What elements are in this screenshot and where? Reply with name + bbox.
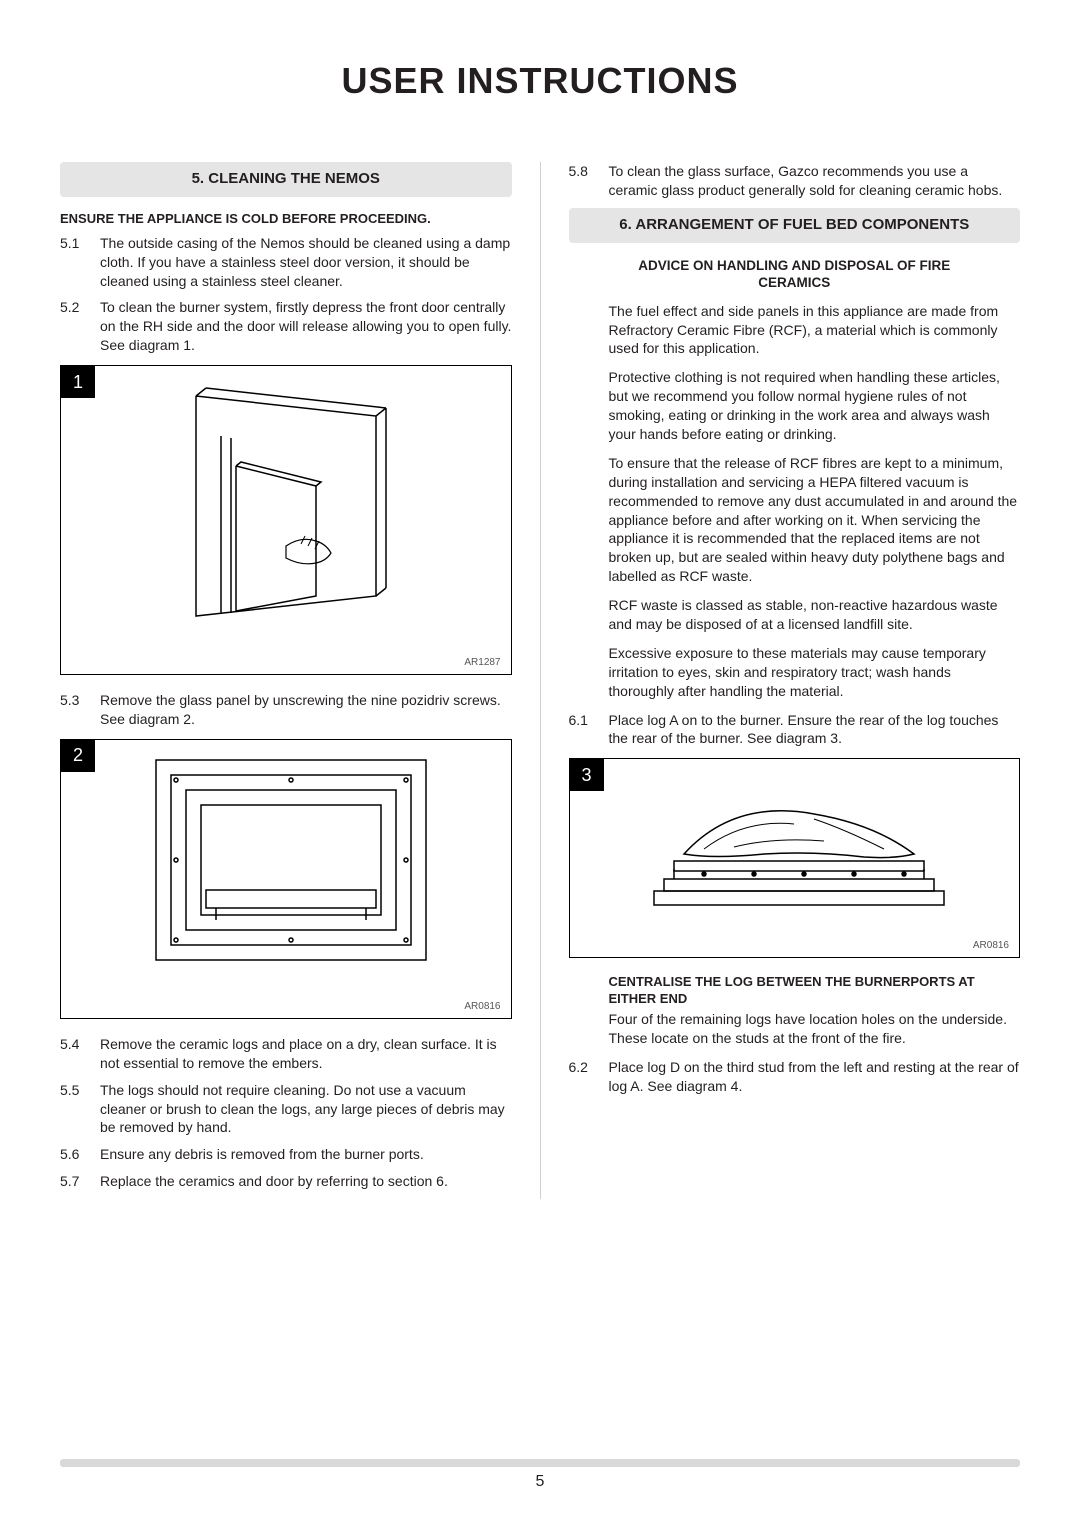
item-num: 5.7 — [60, 1172, 100, 1191]
item-num: 6.1 — [569, 711, 609, 749]
item-text: Replace the ceramics and door by referri… — [100, 1172, 512, 1191]
diagram-3-code: AR0816 — [973, 940, 1009, 951]
item-text: To clean the burner system, firstly depr… — [100, 298, 512, 355]
item-text: To clean the glass surface, Gazco recomm… — [609, 162, 1021, 200]
note-para: Four of the remaining logs have location… — [609, 1010, 1021, 1048]
page-title: USER INSTRUCTIONS — [60, 60, 1020, 102]
bottom-bar — [60, 1459, 1020, 1467]
item-text: The outside casing of the Nemos should b… — [100, 234, 512, 291]
item-text: The logs should not require cleaning. Do… — [100, 1081, 512, 1138]
item-5-7: 5.7 Replace the ceramics and door by ref… — [60, 1172, 512, 1191]
item-5-3: 5.3 Remove the glass panel by unscrewing… — [60, 691, 512, 729]
item-num: 5.4 — [60, 1035, 100, 1073]
diagram-1-code: AR1287 — [464, 657, 500, 668]
item-num: 5.2 — [60, 298, 100, 355]
item-text: Place log D on the third stud from the l… — [609, 1058, 1021, 1096]
left-column: 5. CLEANING THE NEMOS ENSURE THE APPLIAN… — [60, 162, 512, 1199]
item-5-8: 5.8 To clean the glass surface, Gazco re… — [569, 162, 1021, 200]
item-6-1: 6.1 Place log A on to the burner. Ensure… — [569, 711, 1021, 749]
column-divider — [540, 162, 541, 1199]
item-5-4: 5.4 Remove the ceramic logs and place on… — [60, 1035, 512, 1073]
item-6-2: 6.2 Place log D on the third stud from t… — [569, 1058, 1021, 1096]
item-5-6: 5.6 Ensure any debris is removed from th… — [60, 1145, 512, 1164]
diagram-2-number: 2 — [61, 740, 95, 772]
diagram-3-number: 3 — [570, 759, 604, 791]
advice-subhead: ADVICE ON HANDLING AND DISPOSAL OF FIRE … — [609, 257, 981, 292]
cold-warning: ENSURE THE APPLIANCE IS COLD BEFORE PROC… — [60, 211, 512, 226]
diagram-3: 3 — [569, 758, 1021, 958]
diagram-1-svg — [136, 366, 436, 646]
diagram-1: 1 — [60, 365, 512, 675]
item-text: Place log A on to the burner. Ensure the… — [609, 711, 1021, 749]
item-5-5: 5.5 The logs should not require cleaning… — [60, 1081, 512, 1138]
two-column-layout: 5. CLEANING THE NEMOS ENSURE THE APPLIAN… — [60, 162, 1020, 1199]
para-5: Excessive exposure to these materials ma… — [609, 644, 1021, 701]
item-num: 5.5 — [60, 1081, 100, 1138]
diagram-2-code: AR0816 — [464, 1001, 500, 1012]
item-num: 5.1 — [60, 234, 100, 291]
para-3: To ensure that the release of RCF fibres… — [609, 454, 1021, 586]
item-5-2: 5.2 To clean the burner system, firstly … — [60, 298, 512, 355]
section-6-header: 6. ARRANGEMENT OF FUEL BED COMPONENTS — [569, 208, 1021, 243]
item-text: Remove the ceramic logs and place on a d… — [100, 1035, 512, 1073]
diagram-3-svg — [614, 759, 974, 929]
para-2: Protective clothing is not required when… — [609, 368, 1021, 444]
diagram-1-number: 1 — [61, 366, 95, 398]
page-number: 5 — [0, 1473, 1080, 1491]
item-num: 5.8 — [569, 162, 609, 200]
item-num: 5.3 — [60, 691, 100, 729]
centralise-note: CENTRALISE THE LOG BETWEEN THE BURNERPOR… — [609, 974, 1021, 1008]
section-5-header: 5. CLEANING THE NEMOS — [60, 162, 512, 197]
para-4: RCF waste is classed as stable, non-reac… — [609, 596, 1021, 634]
diagram-2: 2 — [60, 739, 512, 1019]
item-text: Ensure any debris is removed from the bu… — [100, 1145, 512, 1164]
right-column: 5.8 To clean the glass surface, Gazco re… — [569, 162, 1021, 1199]
para-1: The fuel effect and side panels in this … — [609, 302, 1021, 359]
item-num: 5.6 — [60, 1145, 100, 1164]
item-text: Remove the glass panel by unscrewing the… — [100, 691, 512, 729]
diagram-2-svg — [106, 740, 466, 990]
item-5-1: 5.1 The outside casing of the Nemos shou… — [60, 234, 512, 291]
item-num: 6.2 — [569, 1058, 609, 1096]
